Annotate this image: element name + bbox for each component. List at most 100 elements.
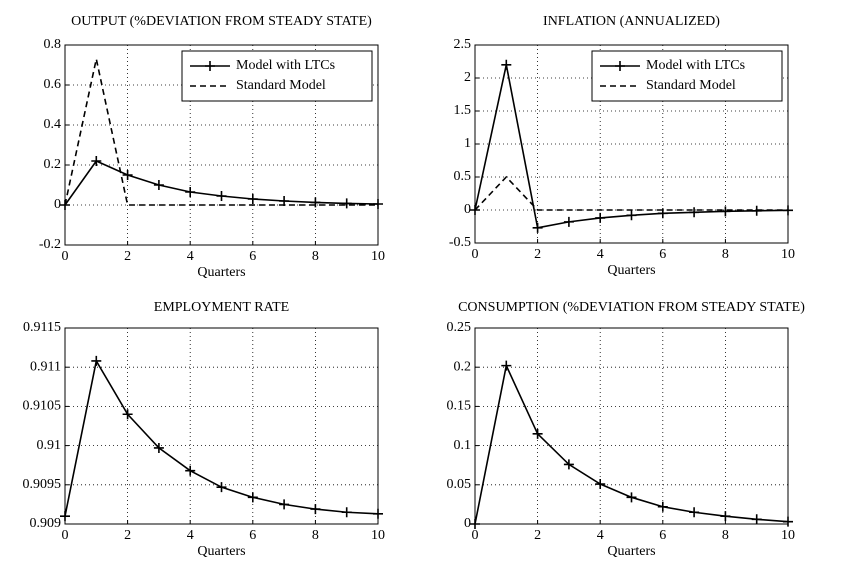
- marker: [373, 508, 383, 519]
- marker: [657, 208, 668, 219]
- y-tick-label: -0.5: [449, 235, 471, 250]
- chart-title: INFLATION (ANNUALIZED): [543, 14, 720, 29]
- legend-label: Model with LTCs: [236, 58, 335, 73]
- legend-label: Model with LTCs: [646, 58, 745, 73]
- y-tick-label: 0.91: [37, 438, 62, 453]
- x-tick-label: 2: [124, 249, 131, 264]
- legend-box: [591, 50, 783, 102]
- legend-marker: [615, 61, 625, 71]
- x-tick-label: 2: [124, 528, 131, 543]
- marker: [626, 492, 637, 503]
- y-tick-label: 0: [54, 197, 61, 212]
- marker: [247, 194, 258, 204]
- y-tick-label: 0.4: [44, 117, 62, 132]
- y-tick-label: 0.15: [447, 399, 472, 414]
- plot-frame: [474, 44, 789, 244]
- x-tick-label: 6: [249, 249, 256, 264]
- marker: [216, 191, 227, 201]
- x-tick-label: 2: [534, 247, 541, 262]
- marker: [310, 197, 321, 208]
- marker: [470, 519, 480, 529]
- marker: [532, 428, 543, 439]
- x-tick-label: 10: [781, 528, 795, 543]
- x-tick-label: 6: [249, 528, 256, 543]
- y-tick-label: 0.05: [447, 477, 472, 492]
- x-tick-label: 4: [597, 247, 604, 262]
- series-line: [474, 175, 788, 211]
- marker: [563, 459, 574, 470]
- y-tick-label: 0.2: [44, 157, 62, 172]
- y-tick-label: 0: [464, 202, 471, 217]
- marker: [595, 212, 606, 223]
- marker: [373, 199, 383, 209]
- y-tick-label: 2: [464, 70, 471, 85]
- y-tick-label: 1.5: [454, 103, 472, 118]
- marker: [122, 170, 133, 180]
- legend-marker: [205, 61, 215, 71]
- y-tick-label: 0.9095: [23, 477, 62, 492]
- marker: [185, 187, 196, 197]
- marker: [595, 479, 606, 490]
- legend-box: [181, 50, 373, 102]
- x-tick-label: 10: [371, 249, 385, 264]
- legend-label: Standard Model: [236, 78, 326, 93]
- marker: [626, 210, 637, 221]
- legend-label: Standard Model: [646, 78, 736, 93]
- x-tick-label: 0: [472, 247, 479, 262]
- marker: [532, 222, 543, 233]
- marker: [341, 198, 352, 209]
- series-line: [64, 58, 378, 206]
- x-tick-label: 0: [62, 249, 69, 264]
- marker: [279, 499, 290, 510]
- y-tick-label: 0.5: [454, 169, 472, 184]
- marker: [720, 511, 731, 522]
- x-tick-label: 10: [371, 528, 385, 543]
- y-tick-label: -0.2: [39, 237, 61, 252]
- marker: [310, 504, 321, 515]
- y-tick-label: 0.911: [30, 359, 61, 374]
- marker: [122, 409, 133, 420]
- y-tick-label: 0.9105: [23, 399, 62, 414]
- marker: [185, 465, 196, 476]
- y-tick-label: 2.5: [454, 37, 472, 52]
- y-tick-label: 0.9115: [23, 320, 61, 335]
- marker: [657, 501, 668, 512]
- chart-title: OUTPUT (%DEVIATION FROM STEADY STATE): [71, 14, 372, 29]
- x-axis-label: Quarters: [197, 544, 245, 559]
- x-tick-label: 10: [781, 247, 795, 262]
- marker: [501, 59, 512, 70]
- marker: [91, 355, 102, 366]
- marker: [91, 156, 102, 166]
- x-tick-label: 0: [62, 528, 69, 543]
- x-tick-label: 8: [722, 247, 729, 262]
- x-axis-label: Quarters: [197, 265, 245, 280]
- x-tick-label: 6: [659, 247, 666, 262]
- marker: [783, 516, 793, 527]
- x-axis-label: Quarters: [607, 263, 655, 278]
- marker: [563, 216, 574, 227]
- y-tick-label: 0.909: [30, 516, 62, 531]
- marker: [153, 442, 164, 453]
- x-tick-label: 6: [659, 528, 666, 543]
- marker: [751, 514, 762, 525]
- y-tick-label: 0.6: [44, 77, 62, 92]
- marker: [689, 207, 700, 218]
- x-tick-label: 4: [597, 528, 604, 543]
- x-tick-label: 8: [312, 249, 319, 264]
- marker: [247, 492, 258, 503]
- y-tick-label: 0: [464, 516, 471, 531]
- marker: [153, 180, 164, 190]
- marker: [689, 507, 700, 518]
- y-tick-label: 0.25: [447, 320, 472, 335]
- chart-title: EMPLOYMENT RATE: [154, 300, 289, 315]
- x-tick-label: 2: [534, 528, 541, 543]
- x-tick-label: 4: [187, 249, 194, 264]
- marker: [60, 511, 70, 522]
- x-axis-label: Quarters: [607, 544, 655, 559]
- marker: [501, 360, 512, 371]
- y-tick-label: 1: [464, 136, 471, 151]
- marker: [720, 206, 731, 217]
- plot-frame: [64, 327, 379, 525]
- x-tick-label: 8: [312, 528, 319, 543]
